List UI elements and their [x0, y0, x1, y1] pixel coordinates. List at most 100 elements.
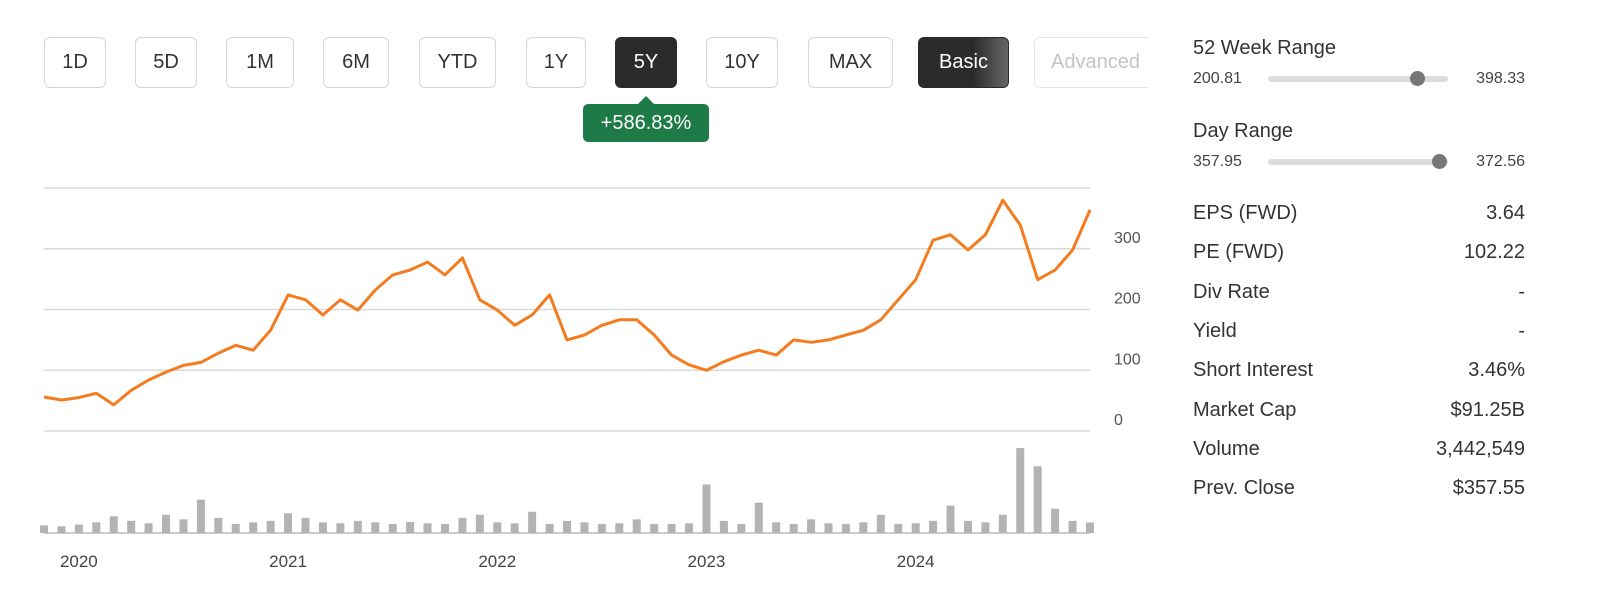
volume-bar	[249, 522, 258, 533]
volume-bar	[911, 523, 920, 533]
stat-row: PE (FWD) 102.22	[1193, 241, 1525, 264]
range-button[interactable]: 5Y	[615, 37, 677, 88]
change-badge: +586.83%	[583, 96, 709, 142]
range-marker	[1431, 154, 1447, 169]
stat-row: Div Rate -	[1193, 281, 1525, 304]
volume-bar	[458, 517, 467, 533]
volume-bar	[1051, 508, 1060, 533]
volume-bar	[1033, 466, 1042, 533]
volume-bar	[841, 523, 850, 533]
volume-bar	[284, 513, 293, 533]
stat-row: Short Interest 3.46%	[1193, 359, 1525, 382]
volume-bar	[528, 511, 537, 533]
volume-bar	[109, 516, 118, 533]
stat-label: Yield	[1193, 319, 1237, 342]
stat-value: -	[1518, 280, 1525, 303]
volume-bar	[388, 523, 397, 533]
range-button[interactable]: 1D	[44, 37, 106, 88]
volume-bar	[353, 520, 362, 533]
volume-bar	[859, 522, 868, 533]
volume-bar	[92, 522, 101, 533]
range-button[interactable]: 1M	[226, 37, 294, 88]
range-label: Day Range	[1193, 120, 1294, 142]
volume-bar	[789, 523, 798, 533]
stat-value: 3.64	[1486, 202, 1525, 224]
range-track	[1268, 159, 1448, 165]
range-low: 200.81	[1193, 70, 1242, 87]
range-button[interactable]: 10Y	[706, 37, 778, 88]
stat-value: $357.55	[1452, 477, 1525, 500]
range-button[interactable]: 6M	[323, 37, 389, 88]
volume-bar	[702, 484, 711, 533]
volume-bar	[510, 523, 519, 533]
volume-bar	[737, 523, 746, 533]
toolbar: 1D 5D 1M 6M YTD 1Y 5Y 10Y MAX Basic Advanced	[0, 0, 1148, 100]
range-button[interactable]: MAX	[808, 37, 893, 88]
volume-bar	[214, 517, 223, 533]
volume-bar	[632, 519, 641, 533]
volume-bar	[615, 523, 624, 533]
stat-label: EPS (FWD)	[1193, 202, 1298, 224]
y-tick-label: 0	[1114, 412, 1123, 429]
volume-bar	[580, 522, 589, 533]
range-button: Advanced	[1034, 37, 1148, 88]
stat-label: Prev. Close	[1193, 477, 1295, 500]
range-button[interactable]: Basic	[918, 37, 1009, 88]
volume-bar	[493, 522, 502, 533]
stat-row: Yield -	[1193, 320, 1525, 343]
stat-label: PE (FWD)	[1193, 241, 1285, 264]
x-tick-label: 2023	[688, 552, 726, 571]
volume-bar	[57, 526, 66, 533]
volume-bar	[667, 523, 676, 533]
range-high: 398.33	[1476, 70, 1525, 87]
stat-row: Prev. Close $357.55	[1193, 477, 1525, 500]
x-tick-label: 2022	[478, 552, 516, 571]
volume-bar	[772, 522, 781, 533]
volume-bar	[754, 502, 763, 533]
stat-value: 102.22	[1463, 241, 1525, 264]
x-tick-label: 2020	[60, 552, 98, 571]
volume-bar	[266, 520, 275, 533]
range-track	[1268, 76, 1448, 82]
volume-bar	[336, 523, 345, 533]
range-button[interactable]: YTD	[419, 37, 496, 88]
volume-bar	[179, 519, 188, 533]
volume-bar	[998, 514, 1007, 533]
volume-bar	[1016, 448, 1025, 533]
y-tick-label: 300	[1114, 230, 1141, 247]
range-button[interactable]: 5D	[135, 37, 197, 88]
range-button[interactable]: 1Y	[526, 37, 586, 88]
stat-label: Volume	[1193, 437, 1260, 460]
volume-bar	[876, 514, 885, 533]
stat-value: 3.46%	[1468, 359, 1525, 382]
range-low: 357.95	[1193, 153, 1242, 170]
volume-bar	[318, 522, 327, 533]
y-tick-label: 200	[1114, 291, 1141, 308]
volume-bar	[1068, 520, 1077, 533]
chart: 0 100 200 300 2020 2021 2022 2023 2024	[40, 187, 1141, 571]
stat-row: EPS (FWD) 3.64	[1193, 202, 1525, 225]
volume-bar	[127, 520, 136, 533]
stat-label: Market Cap	[1193, 398, 1297, 421]
stat-value: 3,442,549	[1436, 437, 1525, 460]
y-tick-label: 100	[1114, 351, 1141, 368]
stat-row: Market Cap $91.25B	[1193, 399, 1525, 422]
volume-bar	[545, 523, 554, 533]
volume-bar	[196, 499, 205, 533]
volume-bar	[981, 522, 990, 533]
volume-bar	[440, 523, 449, 533]
volume-bar	[807, 519, 816, 533]
volume-bar	[685, 523, 694, 533]
range-high: 372.56	[1476, 153, 1525, 170]
volume-bar	[423, 523, 432, 533]
stat-row: Volume 3,442,549	[1193, 438, 1525, 461]
volume-bar	[162, 514, 171, 533]
range-marker	[1410, 71, 1426, 86]
volume-bar	[371, 522, 380, 533]
stat-value: $91.25B	[1450, 398, 1525, 421]
stat-value: -	[1518, 319, 1525, 342]
volume-bar	[231, 523, 240, 533]
volume-bar	[475, 514, 484, 533]
volume-bar	[946, 505, 955, 533]
